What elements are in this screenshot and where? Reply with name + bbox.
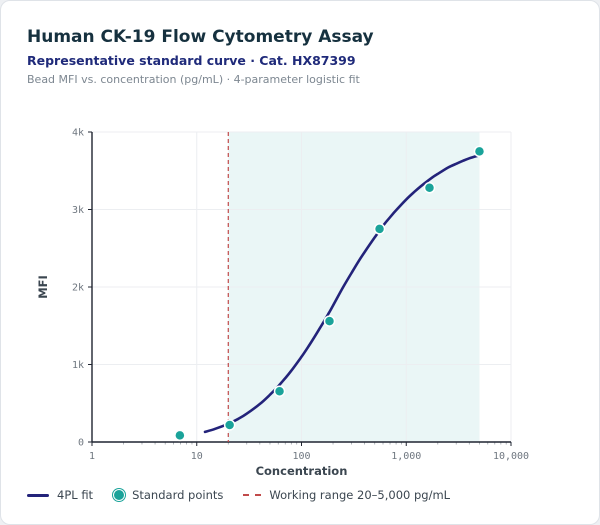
legend-label-range: Working range 20–5,000 pg/mL (269, 488, 451, 502)
chart-legend: 4PL fit Standard points Working range 20… (27, 488, 470, 502)
legend-label-fit: 4PL fit (57, 488, 94, 502)
standard-point (223, 419, 236, 431)
standard-point (423, 182, 436, 194)
dashed-line-swatch-icon (243, 494, 262, 496)
standard-point (323, 315, 336, 327)
dot-swatch-icon (113, 489, 126, 501)
chart-title: Human CK-19 Flow Cytometry Assay (27, 27, 374, 47)
chart-caption: Bead MFI vs. concentration (pg/mL) · 4-p… (27, 73, 360, 86)
standard-point (473, 145, 486, 158)
fit-curve-line (203, 154, 481, 434)
standard-curve-plot: 0 1k 2k 3k 4k 1 10 100 1,000 10,000 Concentration M… (36, 128, 529, 479)
legend-label-points: Standard points (132, 488, 224, 502)
x-tick-label: 1,000 (391, 451, 421, 462)
line-swatch-icon (27, 493, 49, 497)
x-tick-label: 10,000 (493, 451, 529, 462)
legend-item-fit: 4PL fit (27, 488, 93, 502)
standard-point (373, 223, 386, 235)
x-axis-title: Concentration (256, 464, 348, 478)
y-tick-label: 1k (72, 360, 84, 371)
y-axis-title: MFI (36, 275, 50, 299)
x-tick-label: 100 (292, 451, 310, 462)
legend-item-points: Standard points (113, 488, 223, 502)
y-tick-label: 3k (72, 205, 84, 216)
y-tick-label: 2k (72, 283, 84, 294)
y-tick-label: 4k (72, 128, 84, 139)
standard-point (174, 429, 186, 442)
standard-point (273, 385, 286, 397)
chart-subtitle: Representative standard curve · Cat. HX8… (27, 53, 356, 68)
legend-item-range: Working range 20–5,000 pg/mL (243, 488, 450, 502)
x-tick-label: 1 (89, 451, 95, 462)
y-tick-label: 0 (78, 438, 84, 449)
x-tick-label: 10 (191, 451, 203, 462)
